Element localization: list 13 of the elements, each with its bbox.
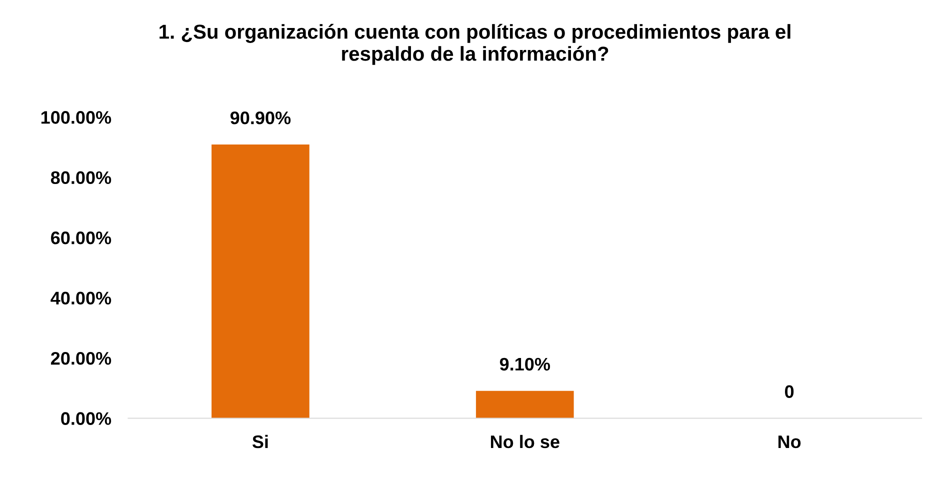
x-tick-label: No lo se <box>490 434 560 448</box>
y-tick-label: 60.00% <box>51 232 112 244</box>
data-label: 9.10% <box>500 358 550 371</box>
y-tick-label: 80.00% <box>50 171 112 184</box>
x-tick-label: No <box>778 436 801 448</box>
x-tick-label: Si <box>252 434 268 448</box>
chart-title: 1. ¿Su organización cuenta con políticas o procedimientos para el respaldo de la información? <box>160 24 790 65</box>
data-label: 0 <box>784 385 794 398</box>
y-tick-label: 20.00% <box>50 352 112 365</box>
y-tick-label: 40.00% <box>50 292 112 305</box>
data-label: 90.90% <box>230 111 291 124</box>
y-tick-label: 0.00% <box>61 412 112 425</box>
y-tick-label: 100.00% <box>41 111 112 124</box>
